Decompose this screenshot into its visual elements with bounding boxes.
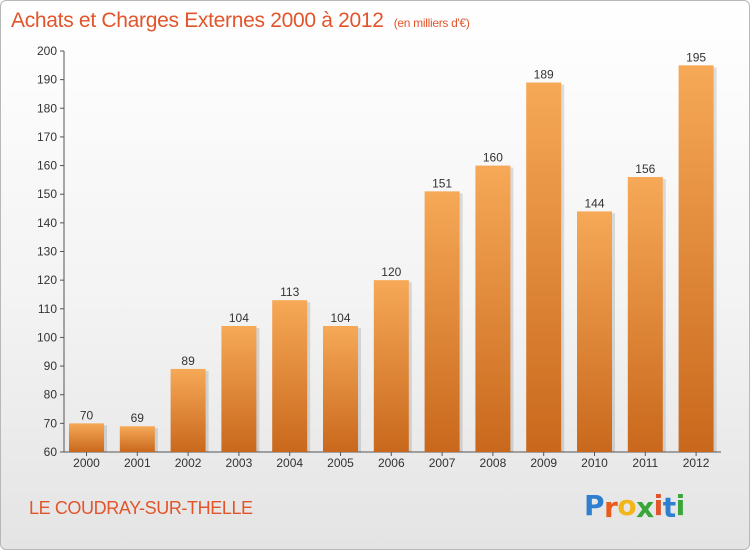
y-tick-label: 90 (44, 359, 58, 373)
data-label-2004: 113 (280, 285, 299, 299)
data-label-2009: 189 (534, 68, 554, 82)
y-tick-label: 180 (37, 101, 57, 115)
y-tick-label: 200 (37, 44, 57, 58)
data-label-2002: 89 (181, 354, 195, 368)
bar-2006 (373, 280, 409, 452)
data-label-2012: 195 (686, 50, 706, 64)
x-tick-label-2011: 2011 (632, 456, 658, 470)
y-tick-label: 110 (38, 302, 57, 316)
x-tick-label-2004: 2004 (276, 456, 303, 470)
logo-letter: t (662, 491, 676, 524)
x-tick-label-2010: 2010 (581, 456, 608, 470)
y-tick-label: 160 (37, 159, 57, 173)
y-tick-label: 60 (44, 445, 58, 459)
y-tick-label: 120 (37, 273, 57, 287)
proxiti-logo: Proxiti (584, 489, 686, 524)
data-label-2011: 156 (635, 162, 655, 176)
bar-2007 (424, 191, 460, 452)
bar-2008 (475, 165, 511, 453)
logo-letter: i (653, 489, 664, 522)
data-label-2010: 144 (584, 196, 604, 210)
x-tick-label-2003: 2003 (226, 456, 253, 470)
logo-letter: r (604, 491, 618, 524)
data-label-2000: 70 (80, 408, 94, 422)
bar-2010 (577, 211, 612, 452)
y-tick-label: 170 (37, 130, 57, 144)
bar-2012 (678, 65, 714, 453)
commune-name: LE COUDRAY-SUR-THELLE (29, 498, 253, 518)
logo-letter: x (636, 491, 654, 524)
x-tick-label-2000: 2000 (73, 456, 100, 470)
x-tick-label-2005: 2005 (327, 456, 354, 470)
logo-letter: i (675, 489, 686, 522)
data-label-2005: 104 (330, 311, 350, 325)
x-tick-label-2008: 2008 (480, 456, 507, 470)
bar-2005 (323, 325, 358, 452)
logo-letter: P (584, 489, 605, 522)
logo-letter: o (617, 489, 637, 522)
data-label-2006: 120 (381, 265, 401, 279)
y-tick-label: 80 (44, 388, 58, 402)
bar-2003 (221, 325, 257, 452)
chart-bars: 70 69 89 104 113 104 120 151 160 189 144 156 195 (69, 50, 717, 453)
data-label-2001: 69 (131, 411, 145, 425)
data-label-2008: 160 (483, 151, 503, 165)
x-tick-label-2009: 2009 (530, 456, 557, 470)
x-tick-label-2007: 2007 (429, 456, 456, 470)
bar-2002 (170, 368, 206, 452)
bar-2009 (526, 82, 562, 452)
bar-2001 (119, 426, 155, 452)
x-tick-label-2002: 2002 (175, 456, 202, 470)
y-tick-label: 100 (37, 330, 57, 344)
bar-2000 (69, 423, 104, 452)
x-tick-label-2001: 2001 (124, 456, 151, 470)
y-tick-label: 130 (37, 245, 57, 259)
y-tick-label: 190 (37, 73, 57, 87)
bar-2011 (627, 177, 663, 452)
y-tick-label: 70 (44, 416, 58, 430)
x-tick-label-2012: 2012 (683, 456, 710, 470)
chart-title: Achats et Charges Externes 2000 à 2012 (e… (11, 9, 470, 32)
data-label-2003: 104 (229, 311, 249, 325)
x-tick-label-2006: 2006 (378, 456, 405, 470)
y-tick-label: 140 (37, 216, 57, 230)
chart-subtitle: (en milliers d'€) (393, 16, 470, 30)
bar-2004 (272, 300, 308, 452)
data-label-2007: 151 (432, 176, 452, 190)
y-tick-label: 150 (37, 187, 57, 201)
